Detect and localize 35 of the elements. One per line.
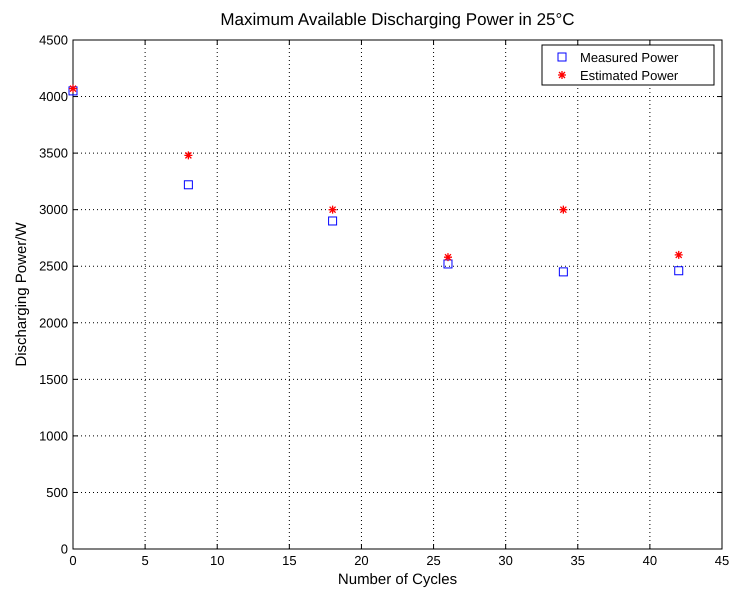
point (184, 180, 193, 190)
point (68, 84, 78, 94)
point (328, 205, 338, 214)
y-tick-label: 3000 (39, 202, 68, 218)
point (328, 216, 338, 226)
x-tick-label: 25 (426, 553, 441, 568)
x-tick-label: 5 (141, 553, 149, 568)
legend-label: Estimated Power (580, 68, 679, 83)
legend-label: Measured Power (580, 50, 679, 65)
x-tick-label: 15 (282, 553, 297, 568)
x-tick-label: 20 (354, 553, 369, 568)
point (558, 205, 568, 214)
point (674, 250, 684, 260)
y-tick-label: 4000 (39, 89, 68, 104)
x-tick-label: 30 (498, 553, 513, 568)
y-tick-label: 0 (60, 542, 68, 556)
point (443, 252, 453, 262)
chart-title: Maximum Available Discharging Power in 25°C (220, 10, 575, 29)
x-axis-title: Number of Cycles (338, 571, 458, 588)
y-tick-label: 1500 (39, 372, 68, 387)
y-tick-label: 3500 (39, 146, 68, 161)
y-tick-label: 4500 (39, 32, 68, 48)
x-tick-label: 35 (570, 553, 586, 568)
y-tick-label: 500 (46, 484, 68, 500)
point (558, 267, 568, 276)
x-tick-label: 10 (210, 553, 224, 568)
y-tick-label: 2000 (39, 315, 68, 330)
point (674, 266, 684, 276)
point (184, 150, 194, 160)
x-tick-label: 40 (642, 553, 658, 568)
y-tick-label: 1000 (39, 428, 68, 444)
x-tick-label: 45 (714, 553, 730, 568)
y-axis-title: Discharging Power/W (13, 222, 30, 367)
y-tick-label: 2500 (39, 258, 68, 274)
point (443, 259, 452, 268)
